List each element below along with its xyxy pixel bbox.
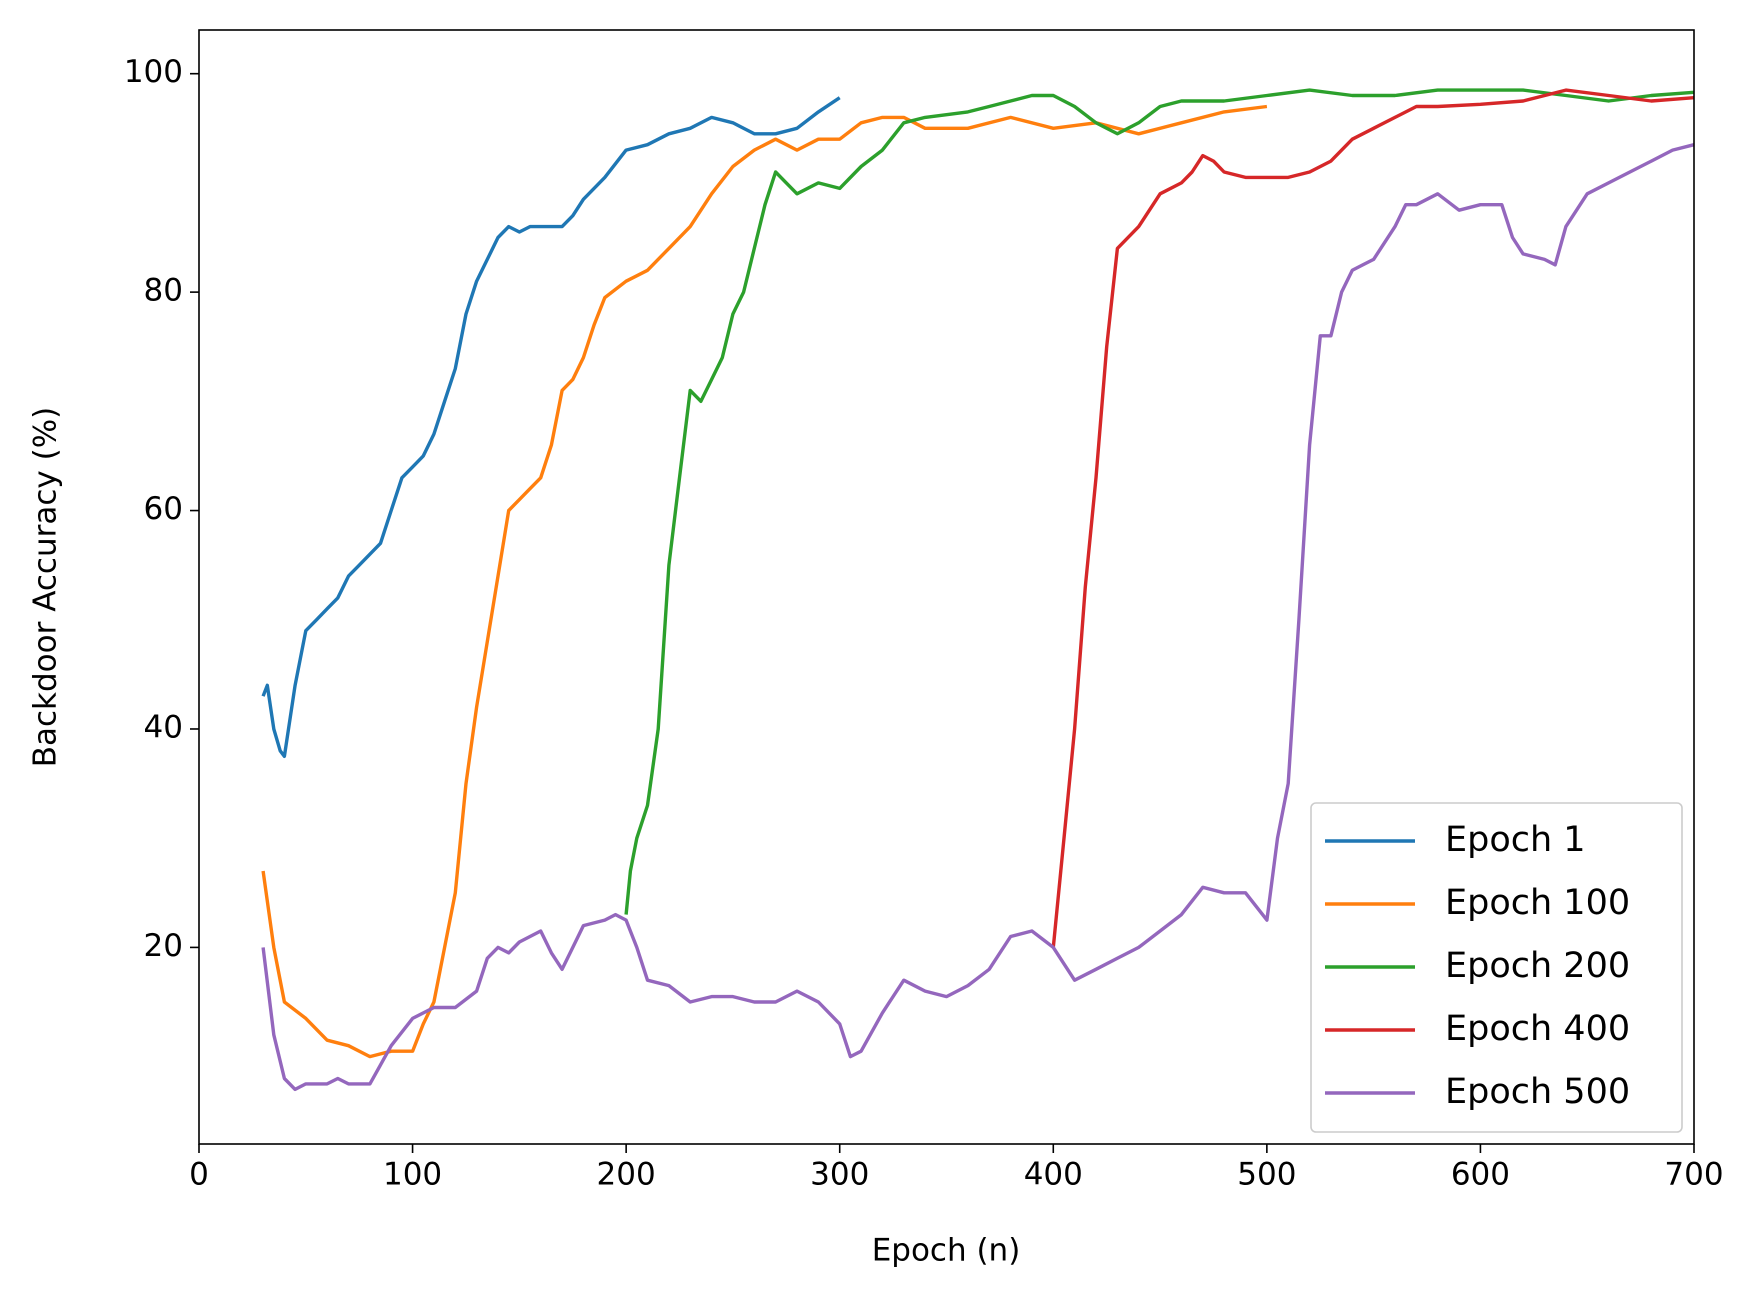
- x-tick-label: 600: [1451, 1157, 1510, 1193]
- legend-box: [1310, 802, 1683, 1133]
- legend-label: Epoch 400: [1445, 1009, 1630, 1049]
- x-tick-label: 0: [189, 1157, 209, 1193]
- series-line: [624, 88, 1694, 915]
- y-tick-label: 20: [144, 928, 183, 964]
- y-tick-label: 80: [144, 273, 183, 309]
- y-tick-label: 60: [144, 491, 183, 527]
- legend-label: Epoch 200: [1445, 946, 1630, 986]
- plot-area: [261, 88, 1694, 1092]
- series-line: [261, 104, 1268, 1059]
- legend-label: Epoch 1: [1445, 820, 1586, 860]
- x-axis-label: Epoch (n): [872, 1233, 1021, 1269]
- y-tick-label: 100: [124, 54, 183, 90]
- series-line: [261, 96, 841, 758]
- legend-label: Epoch 100: [1445, 883, 1630, 923]
- x-tick-label: 200: [597, 1157, 656, 1193]
- y-tick-label: 40: [144, 709, 183, 745]
- x-tick-label: 500: [1237, 1157, 1296, 1193]
- x-tick-label: 100: [383, 1157, 442, 1193]
- x-tick-label: 400: [1024, 1157, 1083, 1193]
- x-tick-label: 300: [810, 1157, 869, 1193]
- series-line: [261, 143, 1694, 1092]
- x-tick-label: 700: [1664, 1157, 1723, 1193]
- axes-frame: [198, 29, 1695, 1145]
- y-axis-label: Backdoor Accuracy (%): [28, 407, 64, 768]
- series-line: [1051, 88, 1694, 948]
- legend-label: Epoch 500: [1445, 1072, 1630, 1112]
